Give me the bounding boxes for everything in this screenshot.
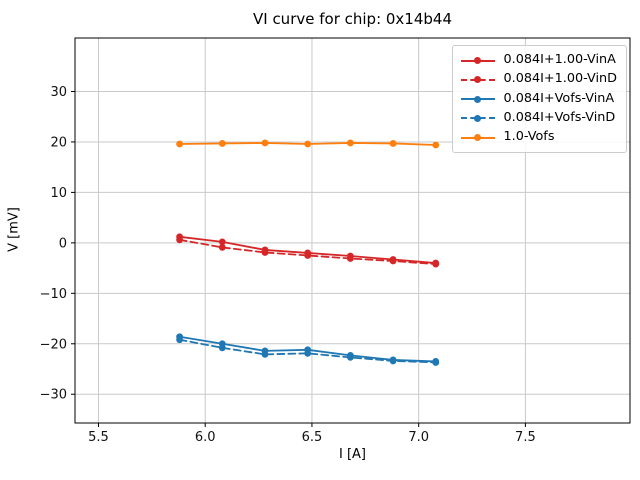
legend-marker-dot [474, 114, 481, 122]
legend-label: 0.084I+1.00-VinD [503, 71, 618, 87]
data-point-marker [432, 260, 440, 268]
data-point-marker [346, 255, 354, 262]
data-point-marker [176, 140, 183, 148]
x-tick-label: 5.5 [88, 430, 109, 445]
data-point-marker [218, 244, 226, 251]
x-axis-label: I [A] [338, 447, 366, 462]
x-tick-label: 6.0 [195, 430, 216, 445]
y-axis-label: V [mV] [6, 207, 22, 252]
x-tick-label: 7.0 [408, 430, 429, 445]
chart-title: VI curve for chip: 0x14b44 [252, 10, 453, 28]
data-point-marker [304, 349, 312, 357]
data-point-marker [261, 139, 269, 147]
legend-item: 0.084I+Vofs-VinA [460, 90, 618, 109]
y-tick-label: 30 [50, 85, 67, 100]
data-point-marker [432, 141, 440, 149]
data-point-marker [304, 140, 312, 148]
legend-label: 1.0-Vofs [503, 129, 555, 145]
legend-marker-dot [474, 134, 481, 141]
legend-marker-dot [474, 95, 481, 103]
legend-label: 0.084I+Vofs-VinD [503, 109, 616, 125]
data-point-marker [218, 344, 226, 352]
x-tick-label: 6.5 [302, 430, 323, 445]
data-point-marker [261, 350, 269, 358]
legend-line-swatch [460, 94, 495, 104]
data-point-marker [218, 140, 226, 147]
y-tick-label: −10 [40, 287, 67, 302]
y-tick-label: −30 [40, 388, 67, 403]
legend-marker-dot [474, 57, 481, 64]
data-point-marker [432, 359, 440, 366]
data-point-marker [389, 357, 397, 365]
data-point-marker [346, 354, 354, 361]
legend-item: 0.084I+Vofs-VinD [460, 109, 618, 128]
axes-frame [74, 37, 631, 424]
legend-box: 0.084I+1.00-VinA 0.084I+1.00-VinD 0.084I+V… [451, 45, 627, 153]
data-point-marker [389, 257, 397, 265]
y-tick-label: 0 [59, 236, 67, 251]
legend-item: 0.084I+1.00-VinA [460, 51, 618, 70]
x-tick-label: 7.5 [515, 430, 536, 445]
y-tick-label: 10 [50, 186, 67, 201]
legend-line-swatch [460, 113, 495, 123]
legend-line-swatch [460, 75, 495, 85]
data-point-marker [304, 252, 312, 259]
data-point-marker [346, 139, 354, 147]
data-point-marker [261, 249, 269, 256]
legend-item: 0.084I+1.00-VinD [460, 70, 618, 89]
legend-label: 0.084I+1.00-VinA [503, 52, 616, 68]
data-point-marker [218, 238, 226, 246]
y-tick-label: −20 [40, 337, 67, 352]
legend-label: 0.084I+Vofs-VinA [503, 90, 615, 106]
data-point-marker [389, 140, 397, 147]
legend-line-swatch [460, 133, 495, 143]
legend-item: 1.0-Vofs [460, 128, 618, 147]
y-tick-label: 20 [50, 135, 67, 150]
data-point-marker [176, 236, 183, 244]
data-point-marker [176, 336, 183, 344]
legend-line-swatch [460, 56, 495, 66]
legend-marker-dot [474, 76, 481, 84]
